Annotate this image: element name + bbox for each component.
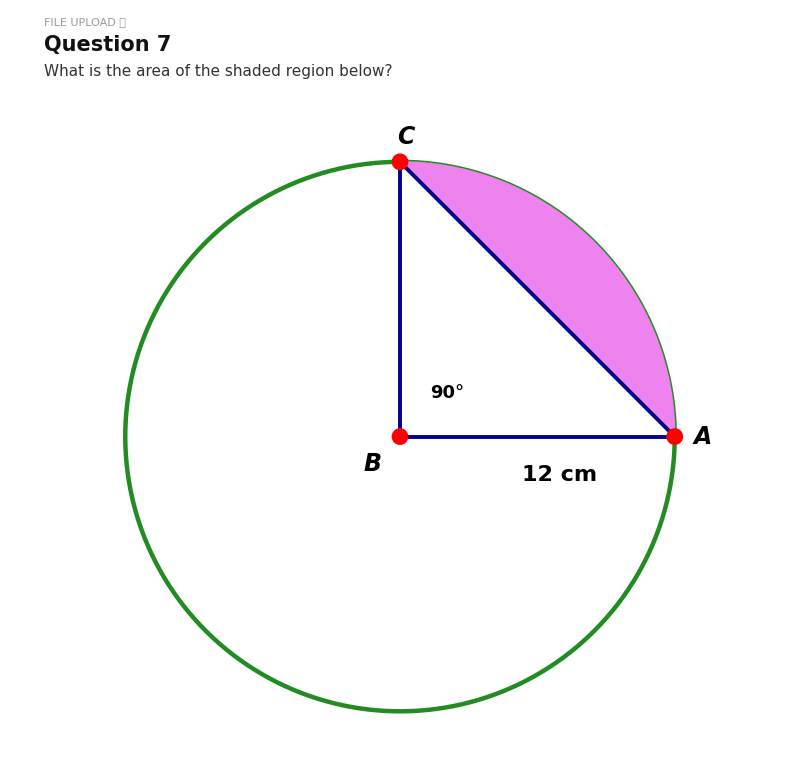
Text: 90°: 90° (430, 384, 464, 402)
Polygon shape (400, 161, 674, 437)
Text: C: C (397, 125, 414, 149)
Text: B: B (363, 452, 382, 476)
Text: 12 cm: 12 cm (522, 465, 597, 485)
Text: Question 7: Question 7 (44, 35, 171, 55)
Circle shape (392, 154, 408, 169)
Circle shape (667, 429, 682, 445)
Circle shape (392, 429, 408, 445)
Text: FILE UPLOAD ⓘ: FILE UPLOAD ⓘ (44, 17, 126, 27)
Text: A: A (693, 424, 711, 448)
Text: What is the area of the shaded region below?: What is the area of the shaded region be… (44, 64, 393, 79)
